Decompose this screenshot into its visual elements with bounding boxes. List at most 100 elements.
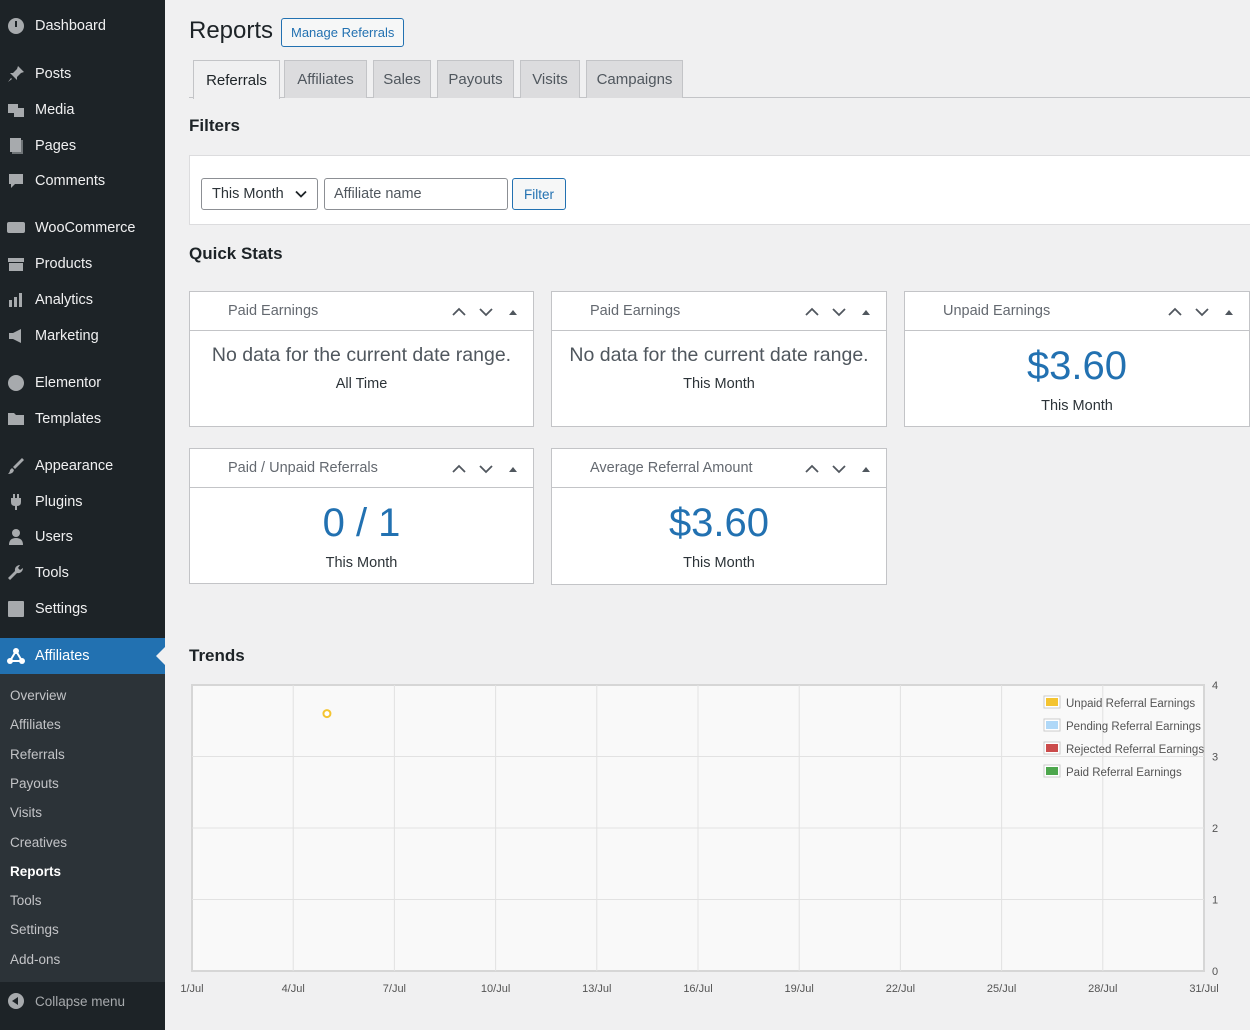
submenu-item-creatives[interactable]: Creatives [10, 835, 68, 850]
stat-box-header: Paid / Unpaid Referrals [190, 449, 533, 488]
sidebar-item-appearance[interactable]: Appearance [0, 448, 165, 484]
sidebar-item-affiliates[interactable]: Affiliates [0, 638, 165, 674]
toggle-panel-icon[interactable] [504, 460, 521, 477]
trends-chart: 1/Jul 4/Jul 7/Jul 10/Jul 13/Jul 16/Jul 19/Jul 2… [180, 680, 1218, 995]
move-down-icon[interactable] [830, 303, 847, 320]
x-tick-label: 22/Jul [886, 983, 915, 995]
sidebar-item-label: Comments [35, 173, 106, 189]
x-tick-label: 28/Jul [1088, 983, 1117, 995]
sidebar-item-marketing[interactable]: Marketing [0, 318, 165, 354]
sidebar-item-comments[interactable]: Comments [0, 163, 165, 199]
sidebar-item-woocommerce[interactable]: WooCommerce [0, 210, 165, 246]
submenu-item-tools[interactable]: Tools [10, 893, 42, 908]
dashboard-icon [6, 16, 26, 36]
products-icon [6, 254, 26, 274]
sidebar-item-tools[interactable]: Tools [0, 555, 165, 591]
admin-sidebar: Overview Affiliates Referrals Payouts Visits… [0, 0, 165, 1030]
manage-referrals-button[interactable]: Manage Referrals [281, 18, 405, 47]
users-icon [6, 527, 26, 547]
submenu-item-reports[interactable]: Reports [10, 864, 62, 879]
move-up-icon[interactable] [1166, 303, 1183, 320]
tab-visits[interactable]: Visits [520, 60, 580, 98]
stat-box-title: Unpaid Earnings [943, 303, 1051, 319]
y-tick-label: 4 [1212, 680, 1218, 692]
submenu-item-overview[interactable]: Overview [10, 688, 67, 703]
move-up-icon[interactable] [803, 303, 820, 320]
tab-campaigns[interactable]: Campaigns [586, 60, 683, 98]
affiliate-name-input[interactable] [324, 178, 508, 210]
pin-icon [6, 64, 26, 84]
stat-period: All Time [335, 376, 388, 392]
submenu-item-payouts[interactable]: Payouts [10, 776, 59, 791]
sidebar-item-templates[interactable]: Templates [0, 401, 165, 437]
sidebar-item-label: Elementor [35, 375, 102, 391]
brush-icon [6, 456, 26, 476]
trends-heading: Trends [189, 646, 245, 665]
sidebar-item-users[interactable]: Users [0, 519, 165, 555]
analytics-icon [6, 290, 26, 310]
move-down-icon[interactable] [477, 303, 494, 320]
date-range-value: This Month [212, 186, 284, 202]
sidebar-item-label: Templates [35, 411, 102, 427]
sidebar-item-elementor[interactable]: Elementor [0, 365, 165, 401]
toggle-panel-icon[interactable] [857, 460, 874, 477]
sidebar-item-media[interactable]: Media [0, 92, 165, 128]
sidebar-item-posts[interactable]: Posts [0, 56, 165, 92]
plugin-icon [6, 492, 26, 512]
stat-box: Paid Earnings No data for the current dat… [551, 291, 887, 427]
sidebar-item-pages[interactable]: Pages [0, 128, 165, 164]
tab-payouts[interactable]: Payouts [437, 60, 514, 98]
sidebar-item-label: Marketing [35, 328, 99, 344]
filter-button[interactable]: Filter [512, 178, 566, 210]
move-up-icon[interactable] [450, 303, 467, 320]
stat-box-body: No data for the current date range. All T… [190, 332, 533, 426]
tab-sales[interactable]: Sales [373, 60, 431, 98]
collapse-menu-button[interactable]: Collapse menu [0, 988, 165, 1014]
stat-value: 0 / 1 [322, 501, 401, 545]
stat-box-body: No data for the current date range. This … [552, 332, 886, 426]
date-range-select[interactable]: This Month [201, 178, 318, 210]
sidebar-item-products[interactable]: Products [0, 246, 165, 282]
toggle-panel-icon[interactable] [1220, 303, 1237, 320]
sidebar-item-label: Affiliates [35, 648, 90, 664]
affiliates-icon [6, 646, 26, 666]
sidebar-item-label: Plugins [35, 494, 83, 510]
x-tick-label: 19/Jul [785, 983, 814, 995]
tab-affiliates[interactable]: Affiliates [284, 60, 367, 98]
move-up-icon[interactable] [803, 460, 820, 477]
stat-period: This Month [683, 376, 755, 392]
submenu-item-settings[interactable]: Settings [10, 922, 59, 937]
submenu-item-referrals[interactable]: Referrals [10, 747, 65, 762]
stat-period: This Month [325, 555, 398, 571]
stat-box-controls [803, 303, 874, 320]
legend-swatch [1046, 721, 1058, 729]
submenu-item-affiliates[interactable]: Affiliates [10, 717, 61, 732]
toggle-panel-icon[interactable] [504, 303, 521, 320]
move-down-icon[interactable] [477, 460, 494, 477]
sidebar-item-label: Appearance [35, 458, 114, 474]
sidebar-item-analytics[interactable]: Analytics [0, 282, 165, 318]
toggle-panel-icon[interactable] [857, 303, 874, 320]
stat-box-title: Paid / Unpaid Referrals [228, 460, 378, 476]
report-tabs: Referrals Affiliates Sales Payouts Visits Cam… [189, 60, 1250, 99]
stat-box-controls [803, 460, 874, 477]
affiliates-submenu: Overview Affiliates Referrals Payouts Visits… [0, 674, 165, 982]
media-icon [6, 100, 26, 120]
legend-label: Paid Referral Earnings [1066, 767, 1182, 779]
submenu-item-add-ons[interactable]: Add-ons [10, 952, 61, 967]
tab-referrals[interactable]: Referrals [193, 60, 280, 99]
collapse-arrow-icon [8, 993, 24, 1009]
sidebar-item-label: Dashboard [35, 18, 106, 34]
filters-heading: Filters [189, 116, 241, 135]
sidebar-item-label: Media [35, 102, 75, 118]
submenu-item-visits[interactable]: Visits [10, 805, 43, 820]
stat-box: Unpaid Earnings $3.60 This Month [904, 291, 1250, 427]
sidebar-item-settings[interactable]: Settings [0, 591, 165, 627]
comments-icon [6, 171, 26, 191]
move-down-icon[interactable] [1193, 303, 1210, 320]
move-down-icon[interactable] [830, 460, 847, 477]
x-tick-label: 4/Jul [282, 983, 305, 995]
move-up-icon[interactable] [450, 460, 467, 477]
sidebar-item-plugins[interactable]: Plugins [0, 484, 165, 520]
sidebar-item-dashboard[interactable]: Dashboard [0, 8, 165, 44]
